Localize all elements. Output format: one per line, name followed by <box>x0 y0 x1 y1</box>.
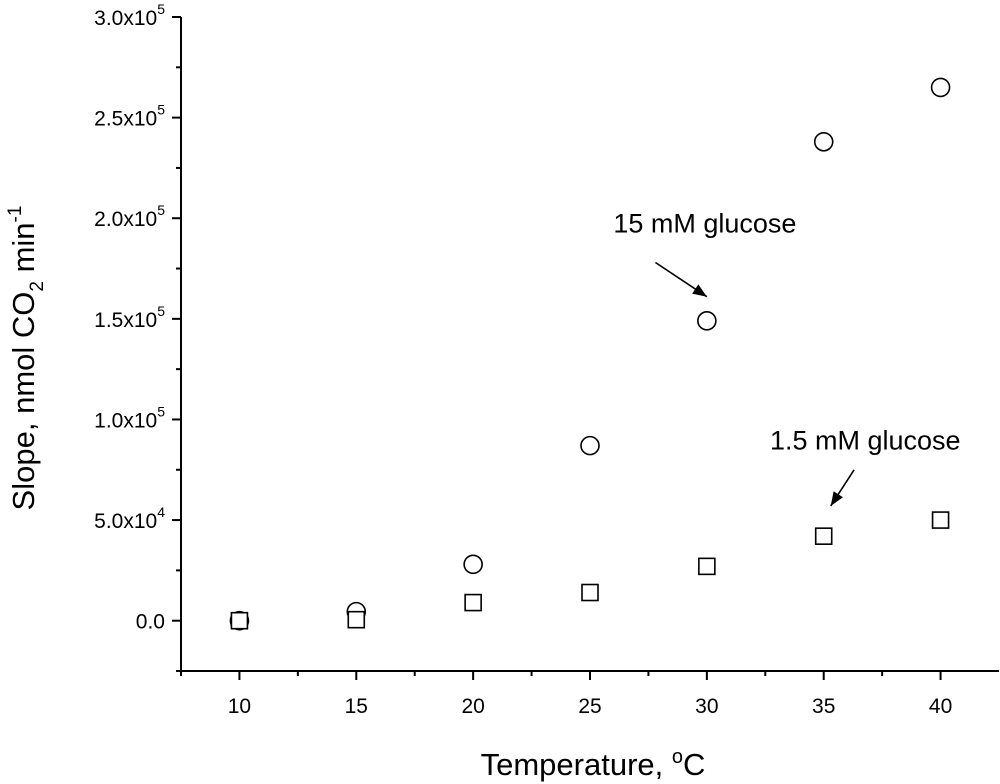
x-tick-label: 20 <box>461 695 484 718</box>
x-tick-label: 15 <box>345 695 368 718</box>
y-tick-label: 5.0x104 <box>94 504 165 533</box>
square-point <box>931 511 950 529</box>
x-tick-label: 35 <box>812 695 835 718</box>
circle-point <box>463 554 483 575</box>
annotations: 15 mM glucose 1.5 mM glucose <box>613 208 961 507</box>
y-tick-label: 1.0x105 <box>94 403 165 432</box>
y-axis-title-subscript: 2 <box>27 281 48 292</box>
y-axis-title-superscript: -1 <box>5 206 26 223</box>
y-tick-label: 3.0x105 <box>94 1 165 30</box>
y-tick-label: 2.0x105 <box>94 202 165 231</box>
square-point <box>698 557 716 576</box>
annotation-arrowhead <box>830 491 843 506</box>
square-point <box>814 527 833 545</box>
circle-point <box>580 435 600 456</box>
square-point <box>347 610 366 629</box>
y-tick-label: 2.5x105 <box>94 102 165 131</box>
y-axis-title: Slope, nmol CO2 min-1 <box>5 206 48 511</box>
axes <box>180 17 999 672</box>
data-points <box>229 77 951 631</box>
annotation-label: 15 mM glucose <box>613 208 796 238</box>
ticks: 10 15 20 25 30 35 40 0.0 5.0x104 1.0x105 1.5x105 2.… <box>94 1 952 718</box>
x-axis-title-superscript: o <box>672 746 683 768</box>
annotation-arrowhead <box>692 284 707 297</box>
circle-point <box>697 311 717 331</box>
square-point <box>464 593 482 612</box>
x-tick-label: 30 <box>695 695 718 718</box>
x-tick-label: 40 <box>929 695 952 718</box>
y-tick-label: 1.5x105 <box>94 303 165 332</box>
square-point <box>230 611 249 630</box>
y-tick-label: 0.0 <box>136 611 165 634</box>
x-axis-title: Temperature, oC <box>481 746 706 782</box>
x-tick-label: 10 <box>228 695 251 718</box>
x-tick-label: 25 <box>578 695 601 718</box>
annotation-label: 1.5 mM glucose <box>770 426 961 456</box>
circle-point <box>930 77 951 98</box>
circle-point <box>813 131 834 152</box>
square-point <box>581 583 599 602</box>
